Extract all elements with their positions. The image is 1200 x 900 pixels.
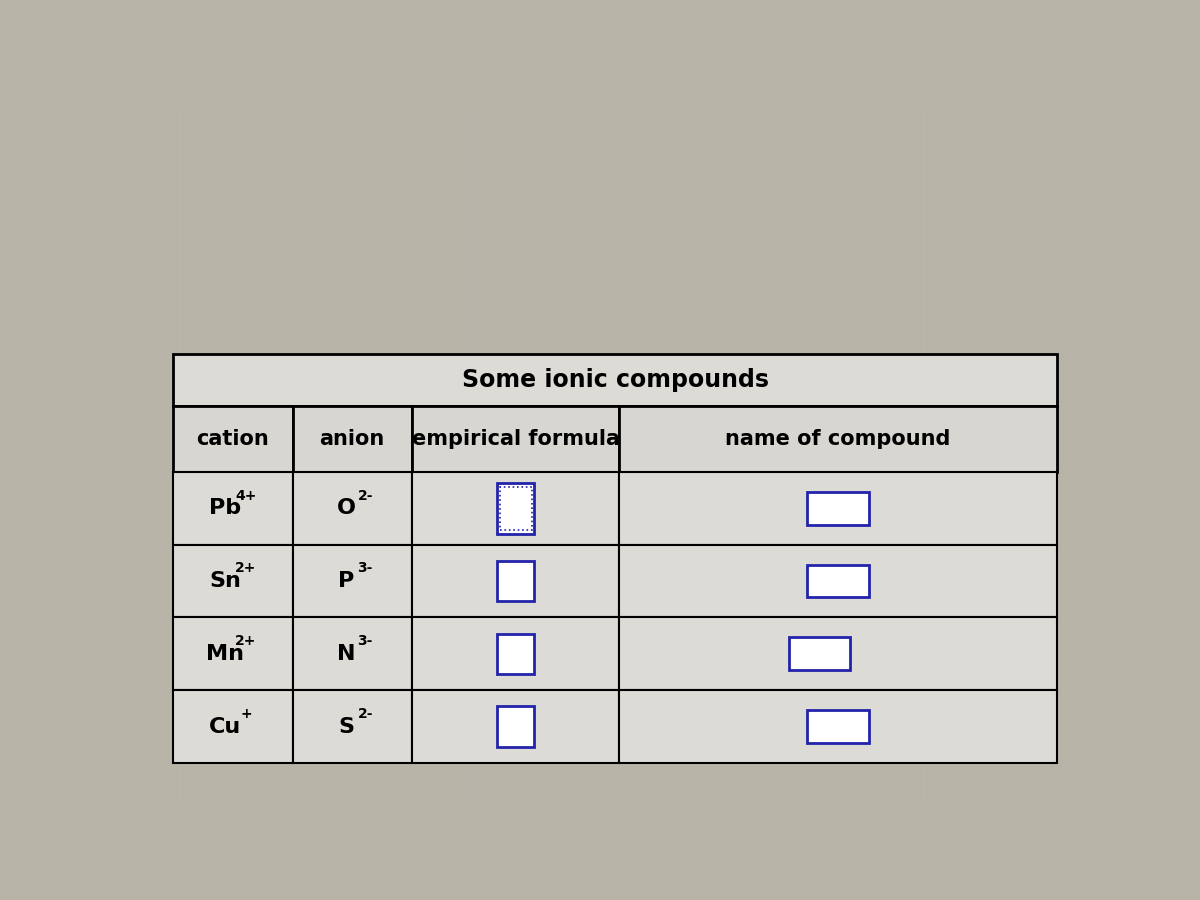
Text: anion: anion	[319, 429, 385, 449]
Bar	[412, 690, 619, 763]
Text: N: N	[337, 644, 356, 663]
Text: Sn: Sn	[210, 571, 241, 591]
Text: empirical formula: empirical formula	[412, 429, 619, 449]
Bar	[788, 637, 850, 670]
Text: 2-: 2-	[358, 489, 373, 503]
Text: S: S	[338, 716, 354, 736]
Bar	[173, 544, 293, 617]
Bar	[619, 472, 1057, 544]
Text: 4+: 4+	[235, 489, 257, 503]
Bar	[619, 406, 1057, 472]
Text: 2-: 2-	[358, 707, 373, 721]
Bar	[293, 690, 412, 763]
Bar	[412, 472, 619, 544]
Bar	[173, 690, 293, 763]
Text: name of compound: name of compound	[725, 429, 950, 449]
Text: Some ionic compounds: Some ionic compounds	[462, 368, 768, 392]
Text: Cu: Cu	[209, 716, 241, 736]
Bar	[808, 491, 869, 525]
Bar	[497, 482, 534, 534]
Bar	[173, 472, 293, 544]
Bar	[497, 706, 534, 746]
Bar	[173, 617, 293, 690]
Text: 2+: 2+	[235, 562, 257, 575]
Bar	[293, 617, 412, 690]
Bar	[619, 544, 1057, 617]
Bar	[173, 354, 1057, 406]
Bar	[619, 617, 1057, 690]
Text: Pb: Pb	[209, 499, 241, 518]
Bar	[173, 406, 293, 472]
Bar	[412, 544, 619, 617]
Bar	[808, 710, 869, 742]
Bar	[412, 406, 619, 472]
Text: +: +	[240, 707, 252, 721]
Text: 3-: 3-	[358, 562, 373, 575]
Bar	[293, 472, 412, 544]
Bar	[293, 406, 412, 472]
Bar	[293, 544, 412, 617]
Bar	[412, 617, 619, 690]
Bar	[497, 634, 534, 674]
Bar	[808, 564, 869, 598]
Text: cation: cation	[197, 429, 269, 449]
Text: Mn: Mn	[206, 644, 245, 663]
Text: P: P	[338, 571, 355, 591]
Text: 2+: 2+	[235, 634, 257, 648]
Text: O: O	[337, 499, 356, 518]
Bar	[499, 487, 532, 529]
Text: 3-: 3-	[358, 634, 373, 648]
Bar	[497, 561, 534, 601]
Bar	[619, 690, 1057, 763]
